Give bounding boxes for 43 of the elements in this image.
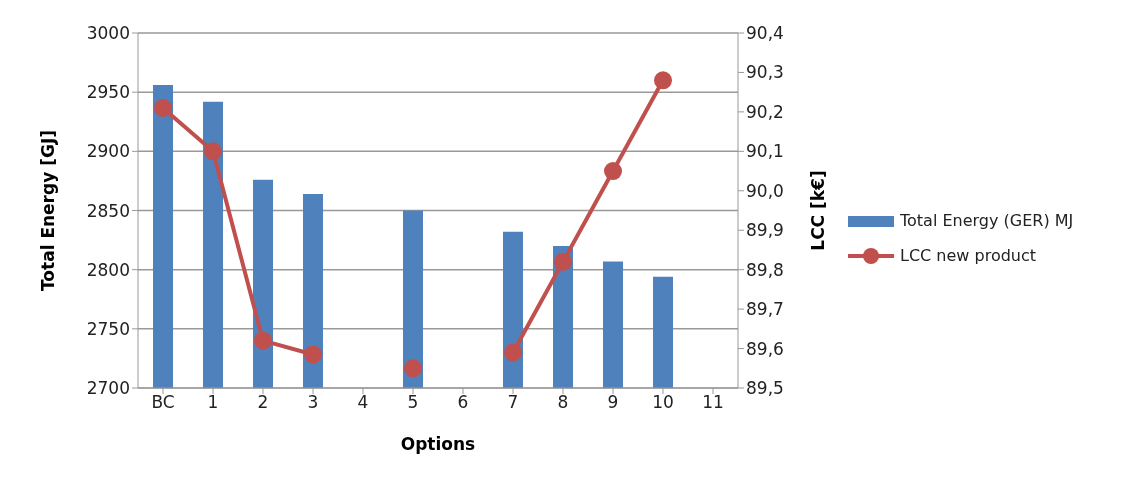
- y2-tick-label: 89,6: [746, 338, 784, 359]
- legend-label: LCC new product: [900, 246, 1037, 265]
- point: [504, 343, 522, 362]
- y-tick-label: 2850: [86, 200, 130, 221]
- point: [154, 98, 172, 117]
- y2-tick-label: 90,4: [746, 23, 784, 44]
- y-tick-label: 2950: [86, 82, 130, 103]
- x-tick-label: 1: [207, 392, 219, 413]
- y2-tick-label: 90,2: [746, 101, 784, 122]
- x-tick-label: 2: [257, 392, 269, 413]
- x-tick-label: 3: [307, 392, 319, 413]
- point: [554, 252, 572, 271]
- point: [304, 345, 322, 364]
- x-tick-label: 11: [702, 392, 724, 413]
- y2-tick-label: 89,8: [746, 259, 784, 280]
- x-tick-label: 9: [607, 392, 619, 413]
- y2-tick-label: 90,3: [746, 62, 784, 83]
- x-tick-label: 5: [407, 392, 419, 413]
- x-tick-label: 4: [357, 392, 369, 413]
- point: [204, 142, 222, 161]
- y-tick-label: 2700: [86, 378, 130, 399]
- legend-label: Total Energy (GER) MJ: [900, 211, 1074, 230]
- y2-tick-label: 89,9: [746, 220, 784, 241]
- y-tick-label: 3000: [86, 23, 130, 44]
- point: [254, 331, 272, 350]
- y2-tick-label: 89,5: [746, 378, 784, 399]
- y-axis-title: Total Energy [GJ]: [38, 130, 59, 291]
- point: [404, 359, 422, 378]
- x-axis-title: Options: [400, 434, 476, 454]
- x-tick-label: 8: [557, 392, 569, 413]
- y2-tick-label: 90,1: [746, 141, 784, 162]
- point: [654, 71, 672, 90]
- y-tick-label: 2900: [86, 141, 130, 162]
- x-tick-label: 10: [652, 392, 674, 413]
- x-tick-label: 6: [457, 392, 469, 413]
- x-tick-label: 7: [507, 392, 519, 413]
- y2-axis-title: LCC [k€]: [808, 170, 829, 251]
- y-tick-label: 2750: [86, 318, 130, 339]
- x-tick-label: BC: [151, 392, 175, 413]
- point: [604, 162, 622, 181]
- y2-tick-label: 90,0: [746, 180, 784, 201]
- y-tick-label: 2800: [86, 259, 130, 280]
- y2-tick-label: 89,7: [746, 299, 784, 320]
